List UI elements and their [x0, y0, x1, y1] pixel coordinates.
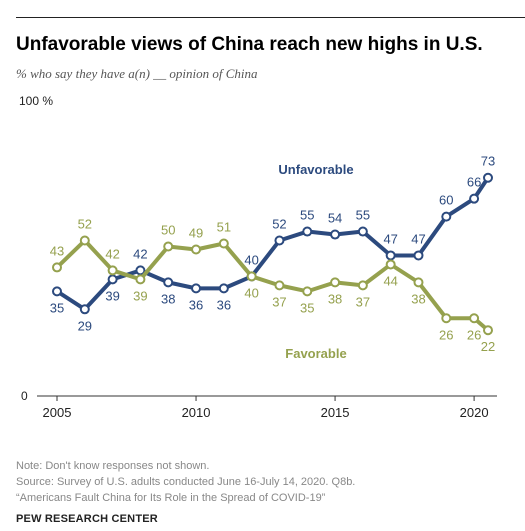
y-axis-zero-label: 0	[21, 389, 28, 403]
data-point-favorable	[274, 280, 285, 291]
data-label-favorable: 40	[244, 285, 258, 300]
y-axis-max-label: 100 %	[19, 94, 53, 108]
data-label-unfavorable: 73	[481, 154, 495, 169]
data-point-unfavorable	[191, 283, 202, 294]
data-label-favorable: 26	[467, 327, 481, 342]
data-label-favorable: 42	[105, 246, 119, 261]
data-point-unfavorable	[52, 286, 62, 297]
data-label-favorable: 43	[50, 243, 64, 258]
series-label-favorable: Favorable	[285, 346, 346, 361]
data-point-unfavorable	[441, 211, 452, 222]
data-label-favorable: 39	[133, 288, 147, 303]
data-point-favorable	[218, 238, 229, 249]
data-label-unfavorable: 55	[356, 208, 370, 223]
data-label-favorable: 50	[161, 223, 175, 238]
data-point-unfavorable	[302, 226, 313, 237]
data-point-favorable	[330, 277, 341, 288]
line-chart: 100 % 0 2005 2010 2015 2020 35 29 39 42 38 36 36 40 52…	[19, 94, 497, 420]
data-point-unfavorable	[79, 304, 90, 315]
data-label-favorable: 38	[328, 291, 342, 306]
data-label-unfavorable: 47	[383, 231, 397, 246]
data-point-unfavorable	[357, 226, 368, 237]
data-point-unfavorable	[469, 193, 480, 204]
top-rule	[16, 17, 525, 18]
data-label-favorable: 26	[439, 327, 453, 342]
data-point-favorable	[135, 274, 146, 285]
series-label-unfavorable: Unfavorable	[278, 162, 353, 177]
data-label-favorable: 35	[300, 300, 314, 315]
data-label-unfavorable: 66	[467, 175, 481, 190]
data-point-unfavorable	[274, 235, 285, 246]
data-point-favorable	[483, 325, 493, 336]
data-point-favorable	[357, 280, 368, 291]
data-point-unfavorable	[163, 277, 174, 288]
data-label-favorable: 52	[78, 217, 92, 232]
data-point-favorable	[79, 235, 90, 246]
organization-name: PEW RESEARCH CENTER	[16, 513, 158, 525]
data-point-favorable	[191, 244, 202, 255]
source-text: Source: Survey of U.S. adults conducted …	[16, 476, 356, 488]
data-label-unfavorable: 40	[244, 252, 258, 267]
data-point-unfavorable	[483, 172, 493, 183]
data-label-unfavorable: 38	[161, 291, 175, 306]
data-point-unfavorable	[218, 283, 229, 294]
data-point-unfavorable	[107, 274, 118, 285]
report-title: “Americans Fault China for Its Role in t…	[16, 492, 326, 504]
data-point-favorable	[246, 271, 257, 282]
x-tick-label: 2015	[321, 405, 350, 420]
data-point-favorable	[302, 286, 313, 297]
data-label-unfavorable: 52	[272, 217, 286, 232]
data-point-favorable	[163, 241, 174, 252]
data-label-favorable: 37	[272, 294, 286, 309]
data-label-unfavorable: 55	[300, 208, 314, 223]
series-line-favorable	[55, 238, 490, 333]
data-label-favorable: 49	[189, 225, 203, 240]
data-label-unfavorable: 35	[50, 300, 64, 315]
data-point-favorable	[441, 313, 452, 324]
data-label-favorable: 51	[217, 220, 231, 235]
data-label-unfavorable: 36	[189, 297, 203, 312]
data-label-favorable: 38	[411, 291, 425, 306]
data-point-favorable	[52, 262, 62, 273]
data-point-favorable	[469, 313, 480, 324]
data-label-unfavorable: 36	[217, 297, 231, 312]
chart-title: Unfavorable views of China reach new hig…	[16, 34, 483, 55]
x-tick-label: 2010	[182, 405, 211, 420]
data-label-unfavorable: 39	[105, 288, 119, 303]
data-label-unfavorable: 29	[78, 318, 92, 333]
data-label-favorable: 37	[356, 294, 370, 309]
data-point-unfavorable	[413, 250, 424, 261]
data-point-unfavorable	[385, 250, 396, 261]
x-tick-label: 2005	[43, 405, 72, 420]
data-label-unfavorable: 54	[328, 211, 342, 226]
chart-subtitle: % who say they have a(n) __ opinion of C…	[16, 66, 258, 81]
data-point-favorable	[107, 265, 118, 276]
data-label-unfavorable: 60	[439, 193, 453, 208]
data-label-unfavorable: 47	[411, 231, 425, 246]
data-label-favorable: 44	[383, 273, 397, 288]
data-label-favorable: 22	[481, 339, 495, 354]
note-text: Note: Don't know responses not shown.	[16, 460, 210, 472]
data-label-unfavorable: 42	[133, 246, 147, 261]
data-point-favorable	[413, 277, 424, 288]
x-tick-label: 2020	[460, 405, 489, 420]
data-point-unfavorable	[330, 229, 341, 240]
data-point-favorable	[385, 259, 396, 270]
